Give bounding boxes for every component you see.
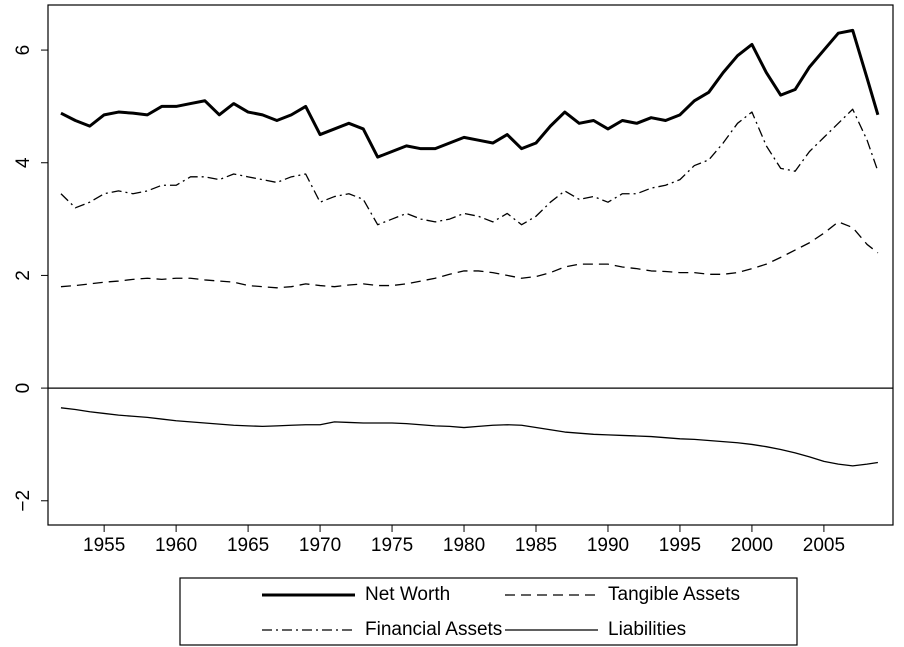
x-tick-label: 1960 xyxy=(155,535,197,556)
legend-box xyxy=(179,577,798,646)
y-tick-label: 0 xyxy=(13,383,34,394)
series-line xyxy=(60,221,879,289)
x-tick-label: 1980 xyxy=(443,535,485,556)
y-tick-label: 4 xyxy=(13,157,34,168)
x-tick-label: 1985 xyxy=(515,535,557,556)
series-line xyxy=(60,108,879,226)
legend-label: Financial Assets xyxy=(365,619,502,640)
y-tick-label: 2 xyxy=(13,270,34,281)
x-tick-label: 1975 xyxy=(371,535,413,556)
x-tick-label: 1965 xyxy=(227,535,269,556)
y-tick-label: −2 xyxy=(13,490,34,512)
x-tick-label: 1955 xyxy=(83,535,125,556)
legend-label: Tangible Assets xyxy=(608,584,740,605)
plot-frame xyxy=(47,4,894,526)
y-tick-label: 6 xyxy=(13,45,34,56)
x-tick-label: 2005 xyxy=(803,535,845,556)
legend-label: Net Worth xyxy=(365,584,450,605)
series-line xyxy=(60,28,880,159)
x-tick-label: 1970 xyxy=(299,535,341,556)
x-tick-label: 1990 xyxy=(587,535,629,556)
x-tick-label: 2000 xyxy=(731,535,773,556)
x-tick-label: 1995 xyxy=(659,535,701,556)
series-line xyxy=(60,407,878,467)
legend-label: Liabilities xyxy=(608,619,686,640)
